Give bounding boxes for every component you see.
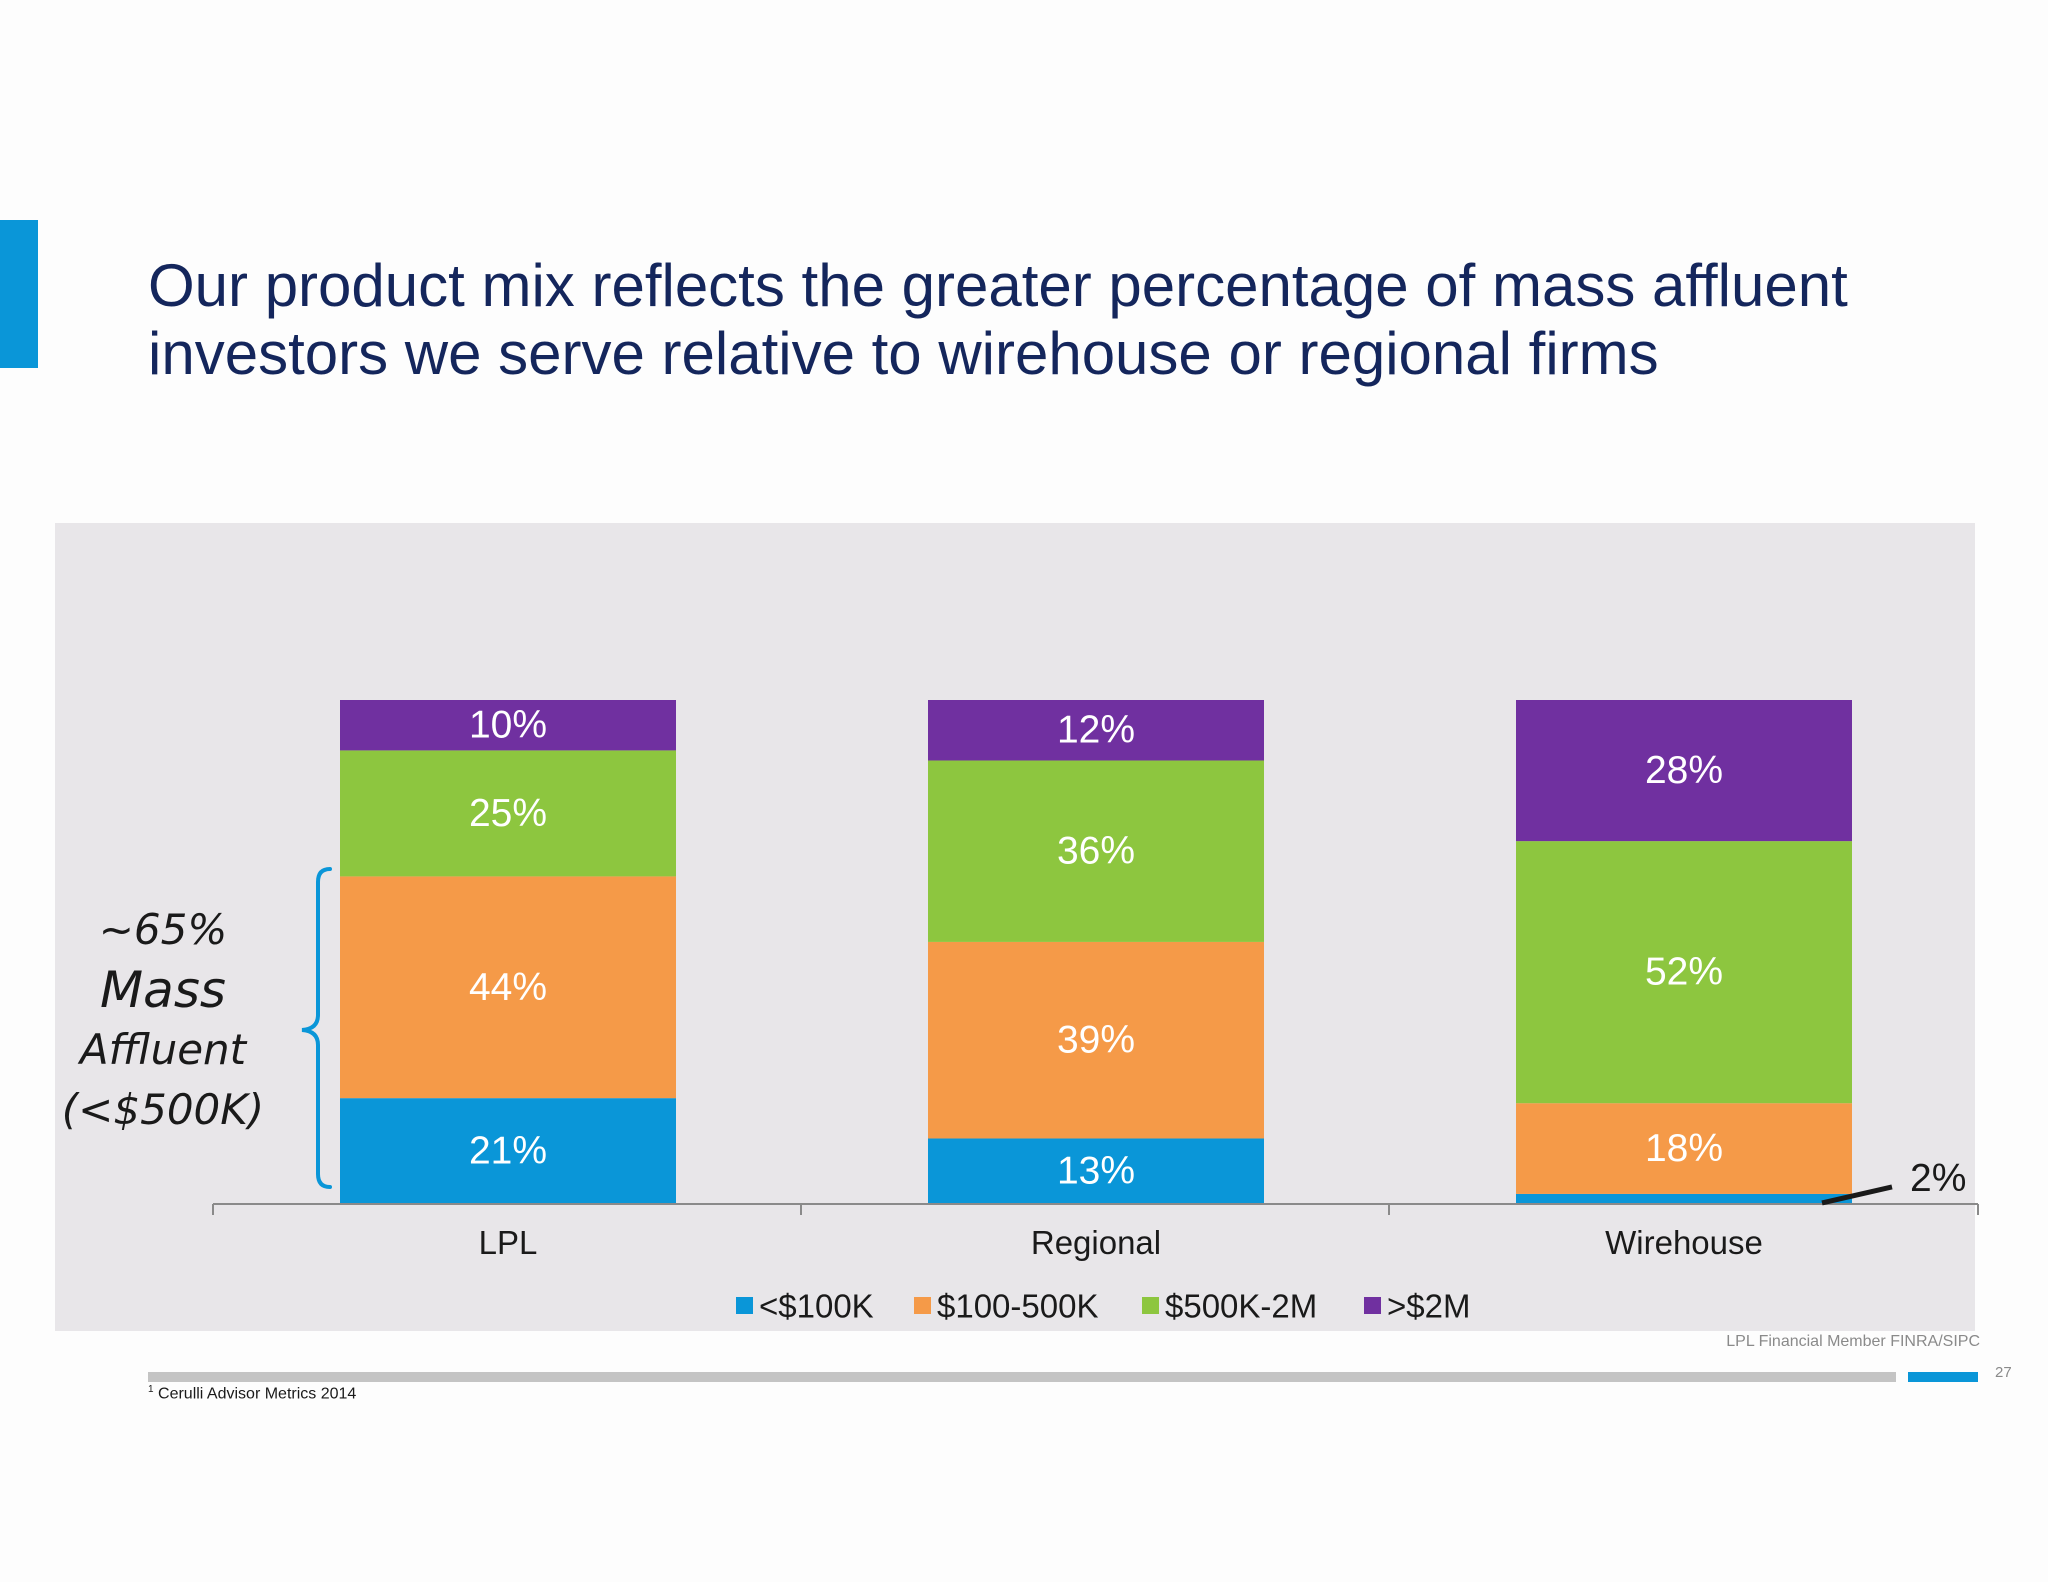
annotation-affluent: Affluent — [79, 1025, 247, 1074]
bar-segment-regional-100-500k — [928, 941, 1264, 1139]
category-label-wirehouse: Wirehouse — [1605, 1224, 1763, 1261]
category-labels-group: LPL Regional Wirehouse — [479, 1224, 1763, 1261]
footer-accent — [1908, 1372, 1978, 1382]
data-label-wirehouse-100-500k: 18% — [1645, 1127, 1723, 1170]
legend-label-100k: <$100K — [759, 1288, 874, 1325]
mass-affluent-bracket — [301, 867, 332, 1189]
bar-segment-wirehouse-100k — [1516, 1193, 1852, 1204]
legend-label-100-500k: $100-500K — [937, 1288, 1098, 1325]
callout-leader-line — [1821, 1184, 1893, 1206]
legend-swatch-100-500k — [914, 1297, 931, 1314]
bar-segment-lpl-100k — [340, 1098, 676, 1204]
bar-segment-regional-100k — [928, 1138, 1264, 1204]
title-line-2: investors we serve relative to wirehouse… — [148, 320, 1659, 387]
bar-segment-regional-500k-2m — [928, 760, 1264, 942]
footnote-text: Cerulli Advisor Metrics 2014 — [158, 1385, 357, 1403]
mass-affluent-annotation: ~65% Mass Affluent (<$500K) — [58, 900, 268, 1140]
member-disclosure: LPL Financial Member FINRA/SIPC — [1726, 1333, 1980, 1350]
bar-segment-wirehouse-2m — [1516, 700, 1852, 842]
small-value-callout: 2% — [1821, 1157, 1966, 1206]
page-number: 27 — [1995, 1364, 2012, 1381]
legend-label-500k-2m: $500K-2M — [1165, 1288, 1317, 1325]
bar-segment-lpl-100-500k — [340, 876, 676, 1099]
data-label-regional-500k-2m: 36% — [1057, 830, 1135, 873]
data-label-regional-2m: 12% — [1057, 709, 1135, 752]
x-axis-ticks-group — [212, 1204, 1979, 1215]
data-label-regional-100-500k: 39% — [1057, 1019, 1135, 1062]
data-label-wirehouse-2m: 28% — [1645, 749, 1723, 792]
annotation-mass: Mass — [100, 961, 226, 1019]
accent-bar — [0, 220, 38, 368]
bars-group — [340, 700, 1852, 1204]
bar-segment-lpl-500k-2m — [340, 750, 676, 877]
data-label-lpl-500k-2m: 25% — [469, 792, 547, 835]
footer-rule — [148, 1372, 1896, 1382]
segment-labels-group: 21% 44% 25% 10% 13% 39% 36% 12% 18% 52% 28% — [469, 704, 1723, 1193]
bar-segment-regional-2m — [928, 700, 1264, 761]
slide-title: Our product mix reflects the greater per… — [148, 252, 1948, 388]
bar-segment-wirehouse-100-500k — [1516, 1103, 1852, 1194]
legend-swatch-100k — [736, 1297, 753, 1314]
data-label-wirehouse-100k: 2% — [1910, 1157, 1966, 1200]
data-label-regional-100k: 13% — [1057, 1150, 1135, 1193]
chart-legend: <$100K $100-500K $500K-2M >$2M — [736, 1288, 1470, 1325]
category-label-lpl: LPL — [479, 1224, 538, 1261]
legend-swatch-500k-2m — [1142, 1297, 1159, 1314]
data-label-wirehouse-500k-2m: 52% — [1645, 951, 1723, 994]
annotation-percent: ~65% — [98, 905, 228, 954]
footnote: 1 Cerulli Advisor Metrics 2014 — [148, 1384, 356, 1403]
bar-segment-lpl-2m — [340, 700, 676, 751]
category-label-regional: Regional — [1031, 1224, 1161, 1261]
data-label-lpl-100k: 21% — [469, 1130, 547, 1173]
footnote-marker: 1 — [148, 1384, 154, 1395]
legend-swatch-2m — [1364, 1297, 1381, 1314]
legend-label-2m: >$2M — [1387, 1288, 1470, 1325]
bar-segment-wirehouse-500k-2m — [1516, 841, 1852, 1104]
annotation-threshold: (<$500K) — [61, 1085, 265, 1134]
data-label-lpl-2m: 10% — [469, 704, 547, 747]
title-line-1: Our product mix reflects the greater per… — [148, 252, 1848, 319]
data-label-lpl-100-500k: 44% — [469, 966, 547, 1009]
